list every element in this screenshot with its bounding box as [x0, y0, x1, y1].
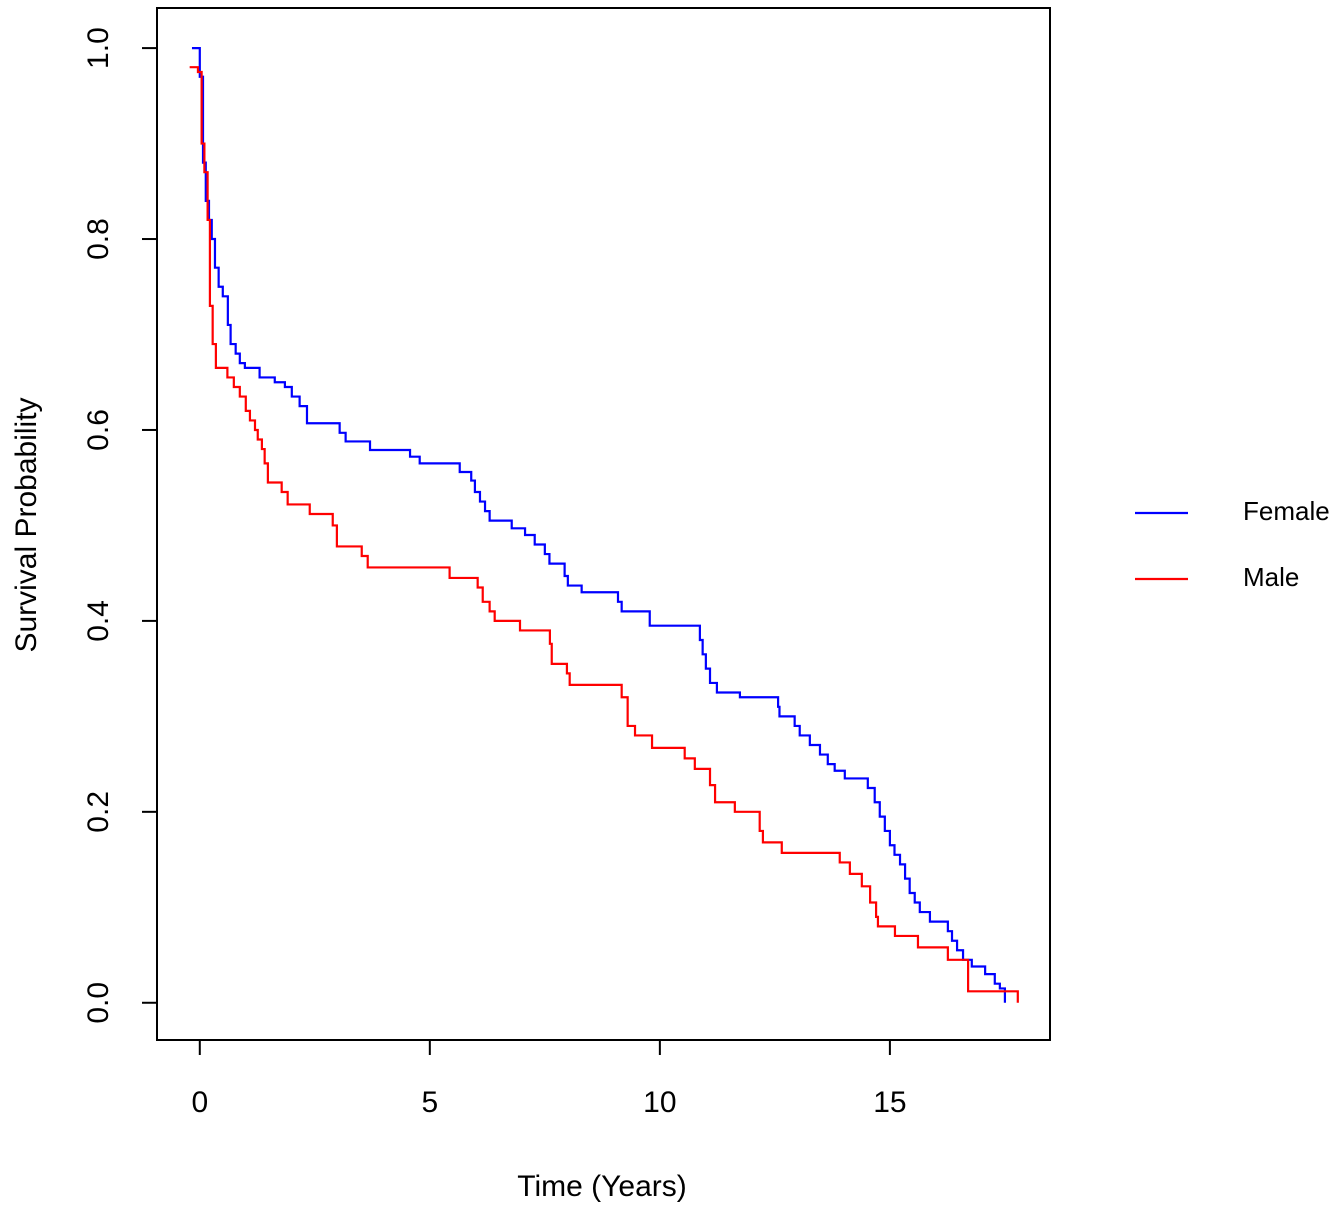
survival-curve: [191, 46, 1007, 1003]
x-axis-title: Time (Years): [517, 1170, 686, 1203]
y-axis-title: Survival Probability: [10, 397, 43, 652]
y-tick-label: 0.6: [82, 409, 115, 451]
y-tick-label: 0.0: [82, 982, 115, 1024]
y-tick-label: 1.0: [82, 27, 115, 69]
x-tick-label: 5: [421, 1086, 438, 1119]
survival-curve: [189, 66, 1019, 1003]
y-tick-label: 0.4: [82, 600, 115, 642]
x-tick-label: 15: [873, 1086, 906, 1119]
y-tick-label: 0.8: [82, 218, 115, 260]
legend-label: Male: [1243, 562, 1299, 592]
legend-label: Female: [1243, 496, 1330, 526]
y-tick-label: 0.2: [82, 791, 115, 833]
plot-frame: [156, 7, 1051, 1041]
x-tick-label: 0: [191, 1086, 208, 1119]
x-tick-label: 10: [643, 1086, 676, 1119]
